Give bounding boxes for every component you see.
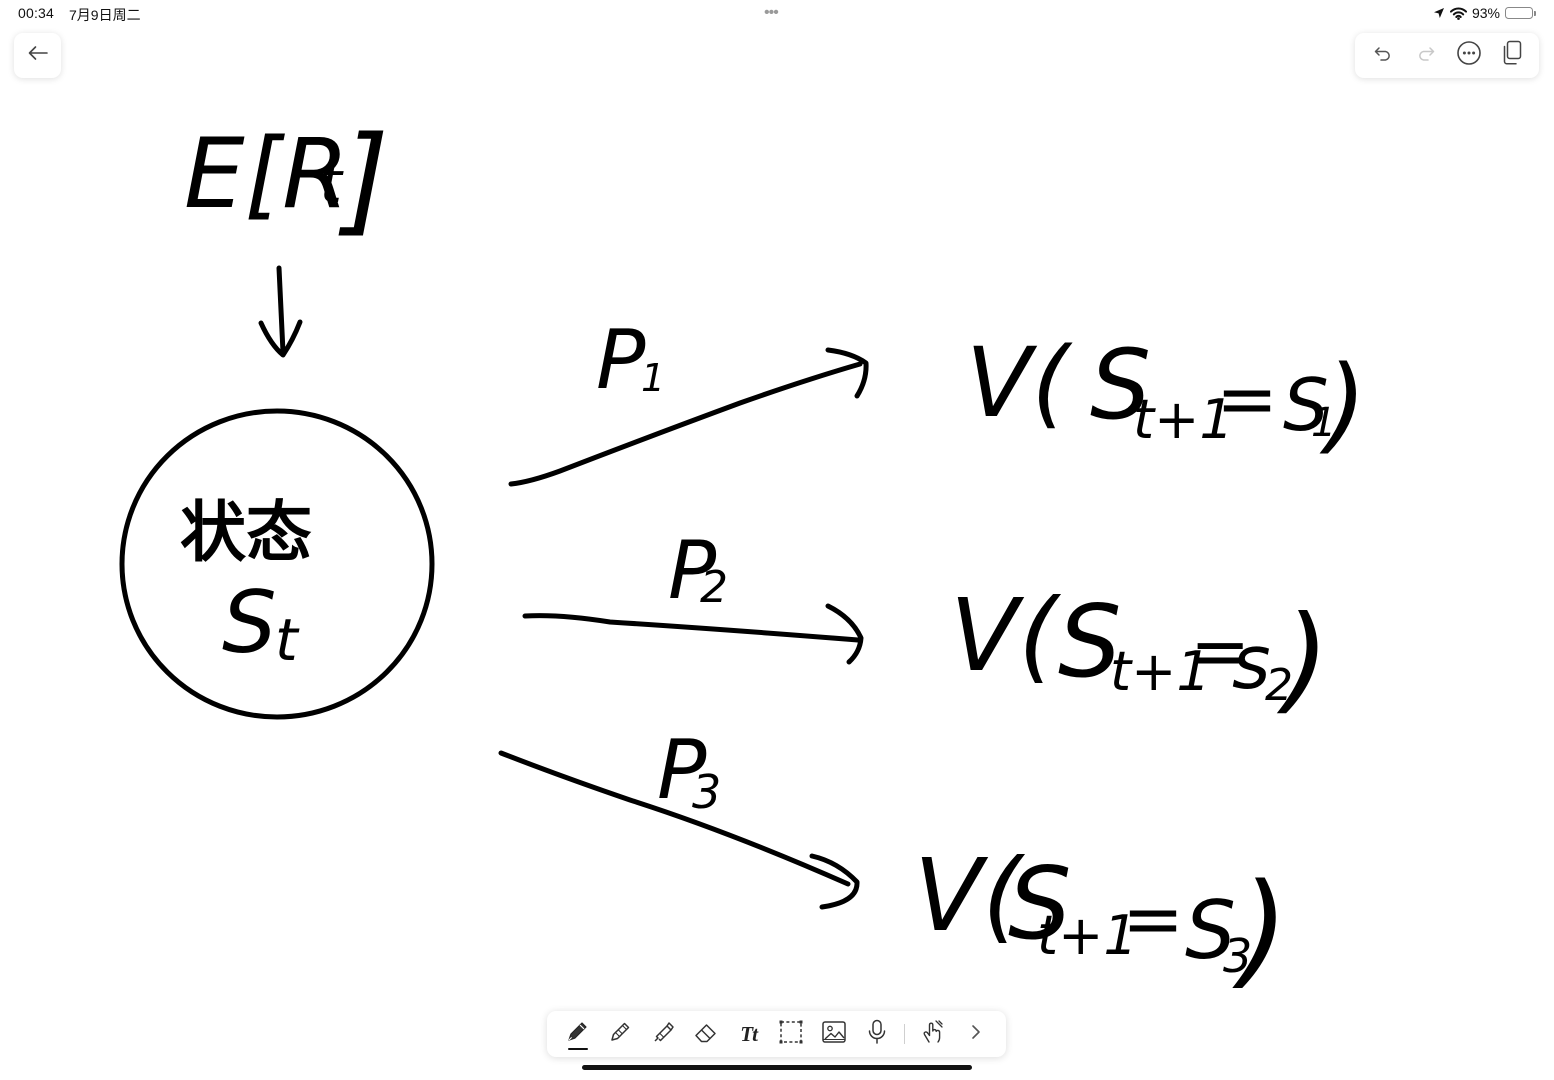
probability-p1: P <box>596 313 646 408</box>
audio-tool[interactable] <box>856 1014 899 1054</box>
value-s2-prefix: V( <box>950 577 1061 694</box>
value-s2-target-subscript: 2 <box>1265 660 1293 711</box>
multitask-indicator[interactable]: ••• <box>764 4 779 21</box>
eraser-icon <box>692 1019 720 1050</box>
hand-draw-icon <box>919 1018 947 1051</box>
pages-button[interactable] <box>1494 38 1530 74</box>
expectation-subscript: t <box>320 151 344 216</box>
arrow-left-icon <box>27 45 49 66</box>
microphone-icon <box>866 1018 888 1051</box>
arrow-to-s2 <box>522 603 864 665</box>
redo-icon <box>1416 45 1436 66</box>
location-arrow-icon <box>1433 7 1445 19</box>
image-icon <box>820 1019 848 1050</box>
state-label-cn: 状态 <box>180 494 312 571</box>
value-s3-state-subscript: t+1 <box>1037 904 1138 967</box>
value-s1-close: ) <box>1319 343 1367 465</box>
home-indicator[interactable] <box>582 1065 972 1070</box>
pencil-icon <box>607 1019 633 1050</box>
expectation-label: E[R t ] <box>184 110 389 248</box>
undo-button[interactable] <box>1365 38 1401 74</box>
tool-dock: Tt <box>547 1011 1006 1057</box>
undo-icon <box>1373 45 1393 66</box>
pen-icon <box>564 1019 590 1050</box>
eraser-tool[interactable] <box>684 1014 727 1054</box>
more-options-button[interactable] <box>1451 38 1487 74</box>
chevron-right-icon <box>969 1023 983 1046</box>
pencil-tool[interactable] <box>599 1014 642 1054</box>
value-s1-equals: = <box>1216 356 1278 442</box>
text-tool[interactable]: Tt <box>727 1014 770 1054</box>
text-icon: Tt <box>740 1021 758 1046</box>
highlighter-icon <box>650 1019 676 1050</box>
value-s3-target-subscript: 3 <box>1223 929 1252 983</box>
value-s1-state: S <box>1090 329 1151 441</box>
back-button[interactable] <box>14 33 61 78</box>
arrow-to-s3 <box>498 750 860 910</box>
value-s3-equals: = <box>1122 876 1184 962</box>
value-s1: V( S t+1 = S 1 ) <box>966 327 1367 465</box>
touch-draw-tool[interactable] <box>911 1014 954 1054</box>
value-s1-target: S <box>1283 363 1329 447</box>
redo-button[interactable] <box>1408 38 1444 74</box>
value-s3: V( S t+1 = S 3 ) <box>914 837 1288 1002</box>
value-s3-prefix: V( <box>914 837 1025 954</box>
more-options-icon <box>1456 40 1482 71</box>
value-s1-state-subscript: t+1 <box>1133 388 1234 451</box>
value-s2: V( S t+1 = s 2 ) <box>950 577 1329 726</box>
value-s3-target: S <box>1185 884 1236 977</box>
value-s1-prefix: V( <box>966 327 1073 439</box>
probability-p3-subscript: 3 <box>692 765 721 819</box>
expectation-close-bracket: ] <box>338 110 389 248</box>
value-s2-equals: = <box>1190 609 1250 693</box>
expectation-text: E[R <box>184 118 349 230</box>
status-time: 00:34 <box>18 5 55 21</box>
state-subscript: t <box>275 606 300 674</box>
probability-p1-subscript: 1 <box>641 356 665 400</box>
tool-divider <box>904 1024 906 1044</box>
highlighter-tool[interactable] <box>642 1014 685 1054</box>
arrow-to-s1 <box>508 347 869 487</box>
probability-p2-subscript: 2 <box>700 562 728 613</box>
battery-label: 93% <box>1471 5 1500 21</box>
probability-p2: P <box>668 524 717 617</box>
value-s3-state: S <box>1008 845 1071 962</box>
image-tool[interactable] <box>813 1014 856 1054</box>
wifi-icon <box>1449 7 1467 20</box>
value-s2-target: s <box>1232 620 1271 706</box>
expand-tools-button[interactable] <box>954 1014 997 1054</box>
battery-icon <box>1505 7 1536 19</box>
probability-p3: P <box>657 723 707 818</box>
value-s2-state: S <box>1058 583 1121 700</box>
status-date: 7月9日周二 <box>69 7 141 23</box>
pages-icon <box>1501 40 1523 71</box>
pen-tool[interactable] <box>556 1014 599 1054</box>
value-s2-close: ) <box>1276 591 1329 726</box>
value-s2-state-subscript: t+1 <box>1110 640 1211 703</box>
state-symbol: S <box>222 573 277 673</box>
status-right: 93% <box>1433 3 1536 23</box>
value-s3-close: ) <box>1232 858 1288 1002</box>
top-right-toolbar <box>1355 33 1539 78</box>
lasso-select-icon <box>777 1018 805 1051</box>
lasso-tool[interactable] <box>770 1014 813 1054</box>
state-circle <box>119 408 435 720</box>
down-arrow <box>258 265 303 358</box>
value-s1-target-subscript: 1 <box>1311 400 1336 446</box>
